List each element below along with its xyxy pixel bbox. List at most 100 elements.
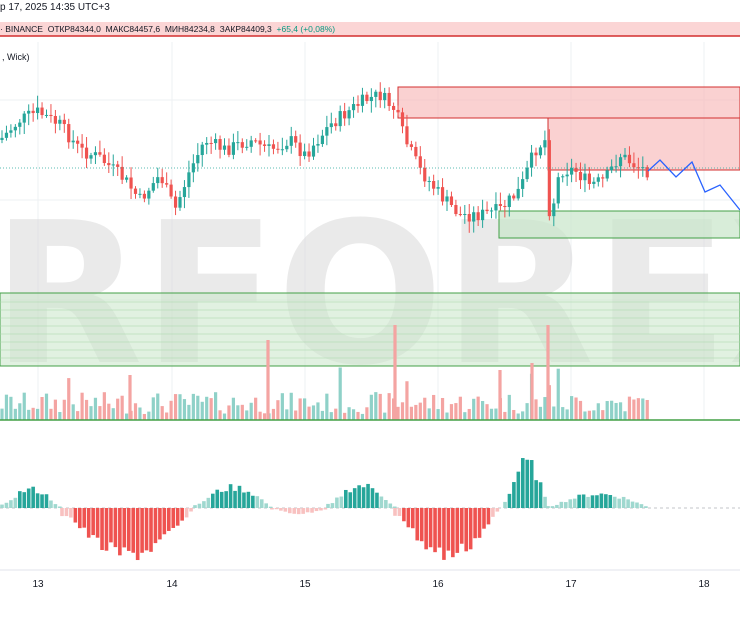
price-candle [472, 212, 476, 222]
volume-bar [187, 404, 191, 420]
price-candle [325, 127, 329, 136]
price-candle [343, 111, 347, 119]
x-tick-label: 14 [166, 579, 178, 590]
volume-bar [262, 413, 267, 420]
volume-bar [236, 405, 240, 420]
volume-bar [552, 406, 556, 420]
price-candle [9, 130, 13, 133]
volume-bar [245, 410, 249, 420]
price-candle [311, 145, 316, 157]
open-value: ОТКР84344,0 [47, 24, 101, 34]
volume-bar [583, 411, 587, 420]
volume-spike [498, 370, 502, 420]
volume-bar [454, 403, 458, 420]
oscillator-bar [18, 491, 22, 508]
volume-bar [641, 398, 645, 420]
close-value: ЗАКР84409,3 [219, 24, 272, 34]
oscillator-bar [270, 508, 274, 510]
oscillator-bar [503, 501, 507, 508]
volume-bar [40, 396, 44, 420]
price-candle [231, 142, 235, 155]
volume-bar [645, 399, 649, 420]
price-candle [440, 187, 445, 202]
oscillator-bar [604, 494, 608, 508]
volume-bar [142, 413, 146, 420]
volume-bar [436, 409, 440, 420]
price-candle [147, 190, 151, 199]
oscillator-bar [630, 501, 635, 508]
oscillator-bar [251, 495, 255, 508]
oscillator-bar [246, 491, 251, 508]
oscillator-bar [424, 508, 428, 550]
price-candle [27, 110, 31, 114]
price-candle [129, 177, 133, 189]
price-candle [383, 92, 387, 101]
volume-bar [58, 412, 62, 420]
oscillator-bar [352, 488, 357, 508]
volume-spike [266, 340, 270, 420]
oscillator-bar [564, 502, 568, 508]
volume-bar [13, 408, 17, 420]
volume-bar [249, 402, 253, 420]
oscillator-bar [572, 498, 577, 508]
volume-bar [570, 396, 574, 420]
volume-bar [98, 406, 102, 420]
oscillator-bar [305, 508, 310, 513]
volume-bar [414, 404, 418, 420]
price-candle [138, 193, 142, 195]
price-candle [396, 109, 400, 113]
price-candle [494, 204, 498, 211]
price-candle [303, 151, 307, 157]
oscillator-bar [162, 508, 167, 535]
price-candle [481, 209, 485, 221]
oscillator-bar [233, 490, 237, 508]
volume-bar [521, 411, 525, 420]
oscillator-bar [529, 460, 534, 508]
oscillator-bar [26, 488, 31, 508]
volume-bar [258, 411, 262, 420]
volume-bar [458, 396, 462, 420]
price-candle [249, 140, 253, 147]
volume-bar [423, 397, 427, 420]
price-candle [125, 177, 129, 180]
price-candle [427, 181, 431, 183]
oscillator-bar [184, 508, 189, 518]
price-candle [529, 152, 534, 168]
oscillator-bar [335, 497, 339, 508]
oscillator-bar [301, 508, 305, 514]
oscillator-bar [35, 493, 40, 508]
oscillator-bar [415, 508, 420, 541]
price-candle [62, 119, 66, 125]
exchange-label: · BINANCE [0, 24, 43, 34]
volume-bar [351, 409, 356, 420]
volume-bar [347, 407, 351, 420]
volume-bar [227, 405, 231, 420]
oscillator-bar [44, 494, 49, 508]
x-tick-label: 15 [299, 579, 311, 590]
volume-bar [605, 401, 609, 420]
x-tick-label: 17 [565, 579, 577, 590]
oscillator-bar [428, 508, 433, 548]
volume-bar [320, 410, 324, 420]
volume-bar [22, 392, 26, 420]
volume-bar [374, 392, 378, 420]
volume-bar [405, 381, 409, 420]
oscillator-bar [171, 508, 176, 528]
oscillator-bar [599, 493, 604, 508]
price-candle [596, 177, 600, 182]
volume-bar [534, 399, 538, 420]
price-candle [240, 142, 244, 148]
volume-bar [427, 408, 431, 420]
oscillator-bar [296, 508, 301, 515]
price-candle [436, 187, 440, 189]
volume-bar [53, 399, 57, 420]
oscillator-bar [568, 499, 573, 508]
volume-bar [173, 394, 178, 420]
price-candle [543, 140, 547, 148]
oscillator-bar [635, 502, 639, 508]
price-candle [31, 110, 35, 114]
oscillator-bar [379, 496, 384, 508]
volume-bar [365, 407, 369, 420]
volume-bar [378, 393, 382, 420]
